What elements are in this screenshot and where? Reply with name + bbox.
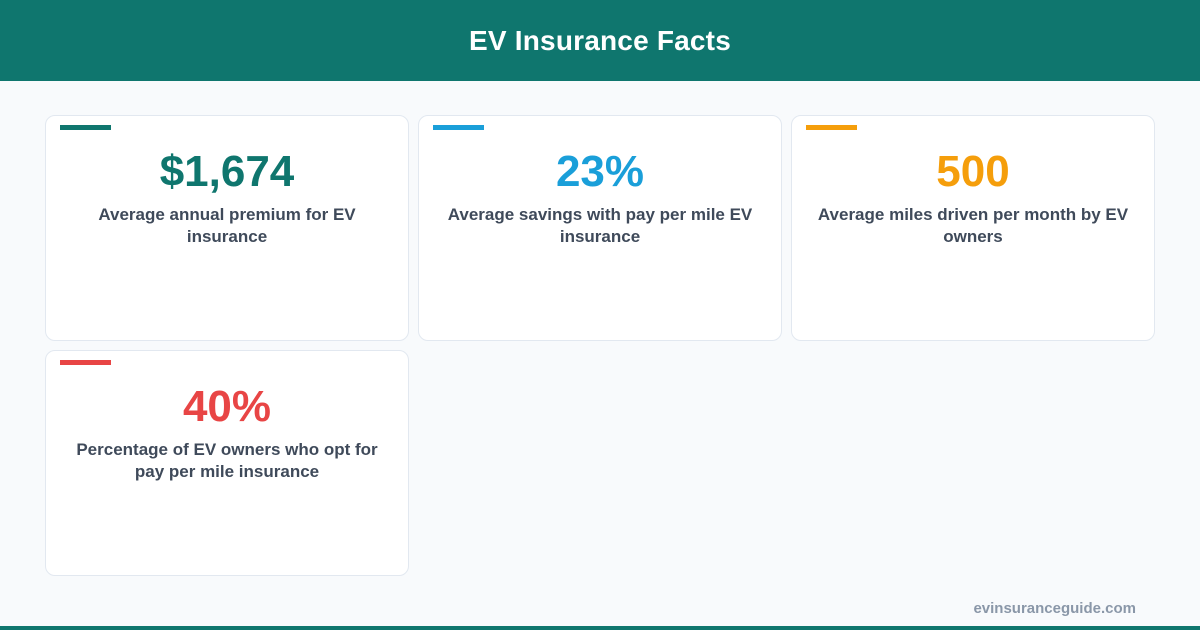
stat-card-pay-per-mile-share: 40% Percentage of EV owners who opt for … [45, 350, 409, 576]
footer-site-url: evinsuranceguide.com [973, 600, 1136, 617]
header-banner: EV Insurance Facts [0, 0, 1200, 81]
card-accent-bar [433, 125, 484, 130]
stat-description: Average miles driven per month by EV own… [817, 205, 1129, 246]
card-accent-bar [60, 360, 111, 365]
page-title: EV Insurance Facts [469, 24, 731, 56]
card-accent-bar [806, 125, 857, 130]
stat-value: $1,674 [159, 147, 295, 196]
stat-card-annual-premium: $1,674 Average annual premium for EV ins… [45, 115, 409, 341]
stat-value: 500 [936, 147, 1010, 196]
stat-description: Percentage of EV owners who opt for pay … [76, 440, 378, 481]
stat-description: Average annual premium for EV insurance [98, 205, 356, 246]
stat-value: 23% [555, 147, 645, 196]
card-accent-bar [60, 125, 111, 130]
stat-description: Average savings with pay per mile EV ins… [447, 205, 753, 246]
stat-card-miles: 500 Average miles driven per month by EV… [791, 115, 1155, 341]
stat-card-savings: 23% Average savings with pay per mile EV… [418, 115, 782, 341]
stat-value: 40% [182, 382, 272, 431]
bottom-accent-bar [0, 626, 1200, 630]
